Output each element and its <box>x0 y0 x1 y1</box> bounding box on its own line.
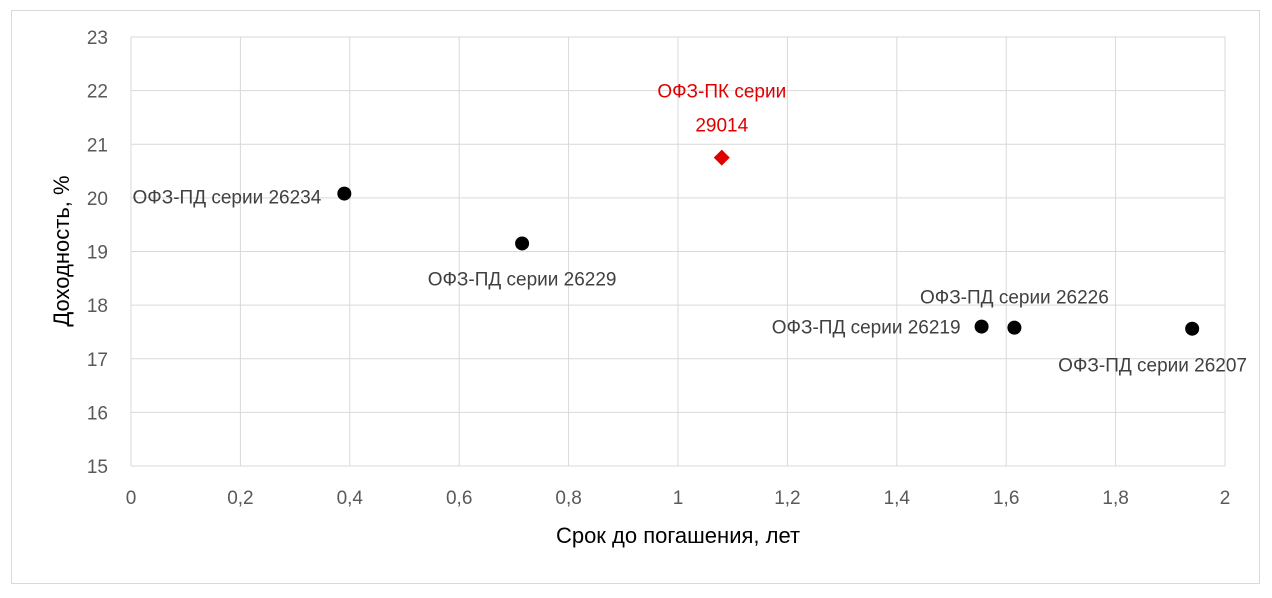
data-label: 29014 <box>695 116 748 137</box>
data-point <box>515 236 530 251</box>
x-tick-label: 1,4 <box>884 488 911 509</box>
y-tick-label: 23 <box>87 28 108 49</box>
x-tick-label: 1,8 <box>1102 488 1128 509</box>
y-tick-label: 22 <box>87 82 108 103</box>
x-axis-title: Срок до погашения, лет <box>556 523 800 548</box>
y-tick-label: 19 <box>87 243 108 264</box>
data-label: ОФЗ-ПД серии 26234 <box>133 188 322 209</box>
data-label: ОФЗ-ПД серии 26219 <box>772 318 961 339</box>
data-point <box>1007 320 1022 335</box>
point-labels: ОФЗ-ПД серии 26234 ОФЗ-ПД серии 26229 ОФЗ-… <box>133 82 1247 377</box>
x-tick-label: 0 <box>126 488 137 509</box>
y-tick-label: 18 <box>87 296 108 317</box>
data-label: ОФЗ-ПД серии 26207 <box>1058 356 1247 377</box>
y-tick-label: 21 <box>87 135 108 156</box>
x-tick-label: 0,6 <box>446 488 472 509</box>
data-point <box>337 186 352 201</box>
data-point <box>974 319 989 334</box>
chart-frame <box>11 10 1260 584</box>
data-point <box>1185 321 1200 336</box>
data-label: ОФЗ-ПД серии 26229 <box>428 269 617 290</box>
x-tick-label: 0,2 <box>227 488 253 509</box>
axes: 0 0,2 0,4 0,6 0,8 1 1,2 1,4 1,6 1,8 2 15 16 17 18 19 20 2… <box>87 28 1230 509</box>
x-tick-label: 1,6 <box>993 488 1019 509</box>
data-points <box>337 149 1200 336</box>
y-tick-label: 15 <box>87 457 108 478</box>
data-label: ОФЗ-ПД серии 26226 <box>920 288 1109 309</box>
x-tick-label: 2 <box>1220 488 1231 509</box>
data-label: ОФЗ-ПК серии <box>657 82 786 103</box>
y-tick-label: 20 <box>87 189 108 210</box>
x-tick-label: 0,4 <box>337 488 364 509</box>
x-tick-label: 1 <box>673 488 684 509</box>
data-point-diamond <box>713 149 730 166</box>
grid-lines <box>130 36 1226 467</box>
x-tick-label: 0,8 <box>555 488 581 509</box>
y-axis-title: Доходность, % <box>49 175 74 326</box>
y-tick-label: 17 <box>87 350 108 371</box>
y-tick-label: 16 <box>87 403 108 424</box>
x-tick-label: 1,2 <box>774 488 800 509</box>
